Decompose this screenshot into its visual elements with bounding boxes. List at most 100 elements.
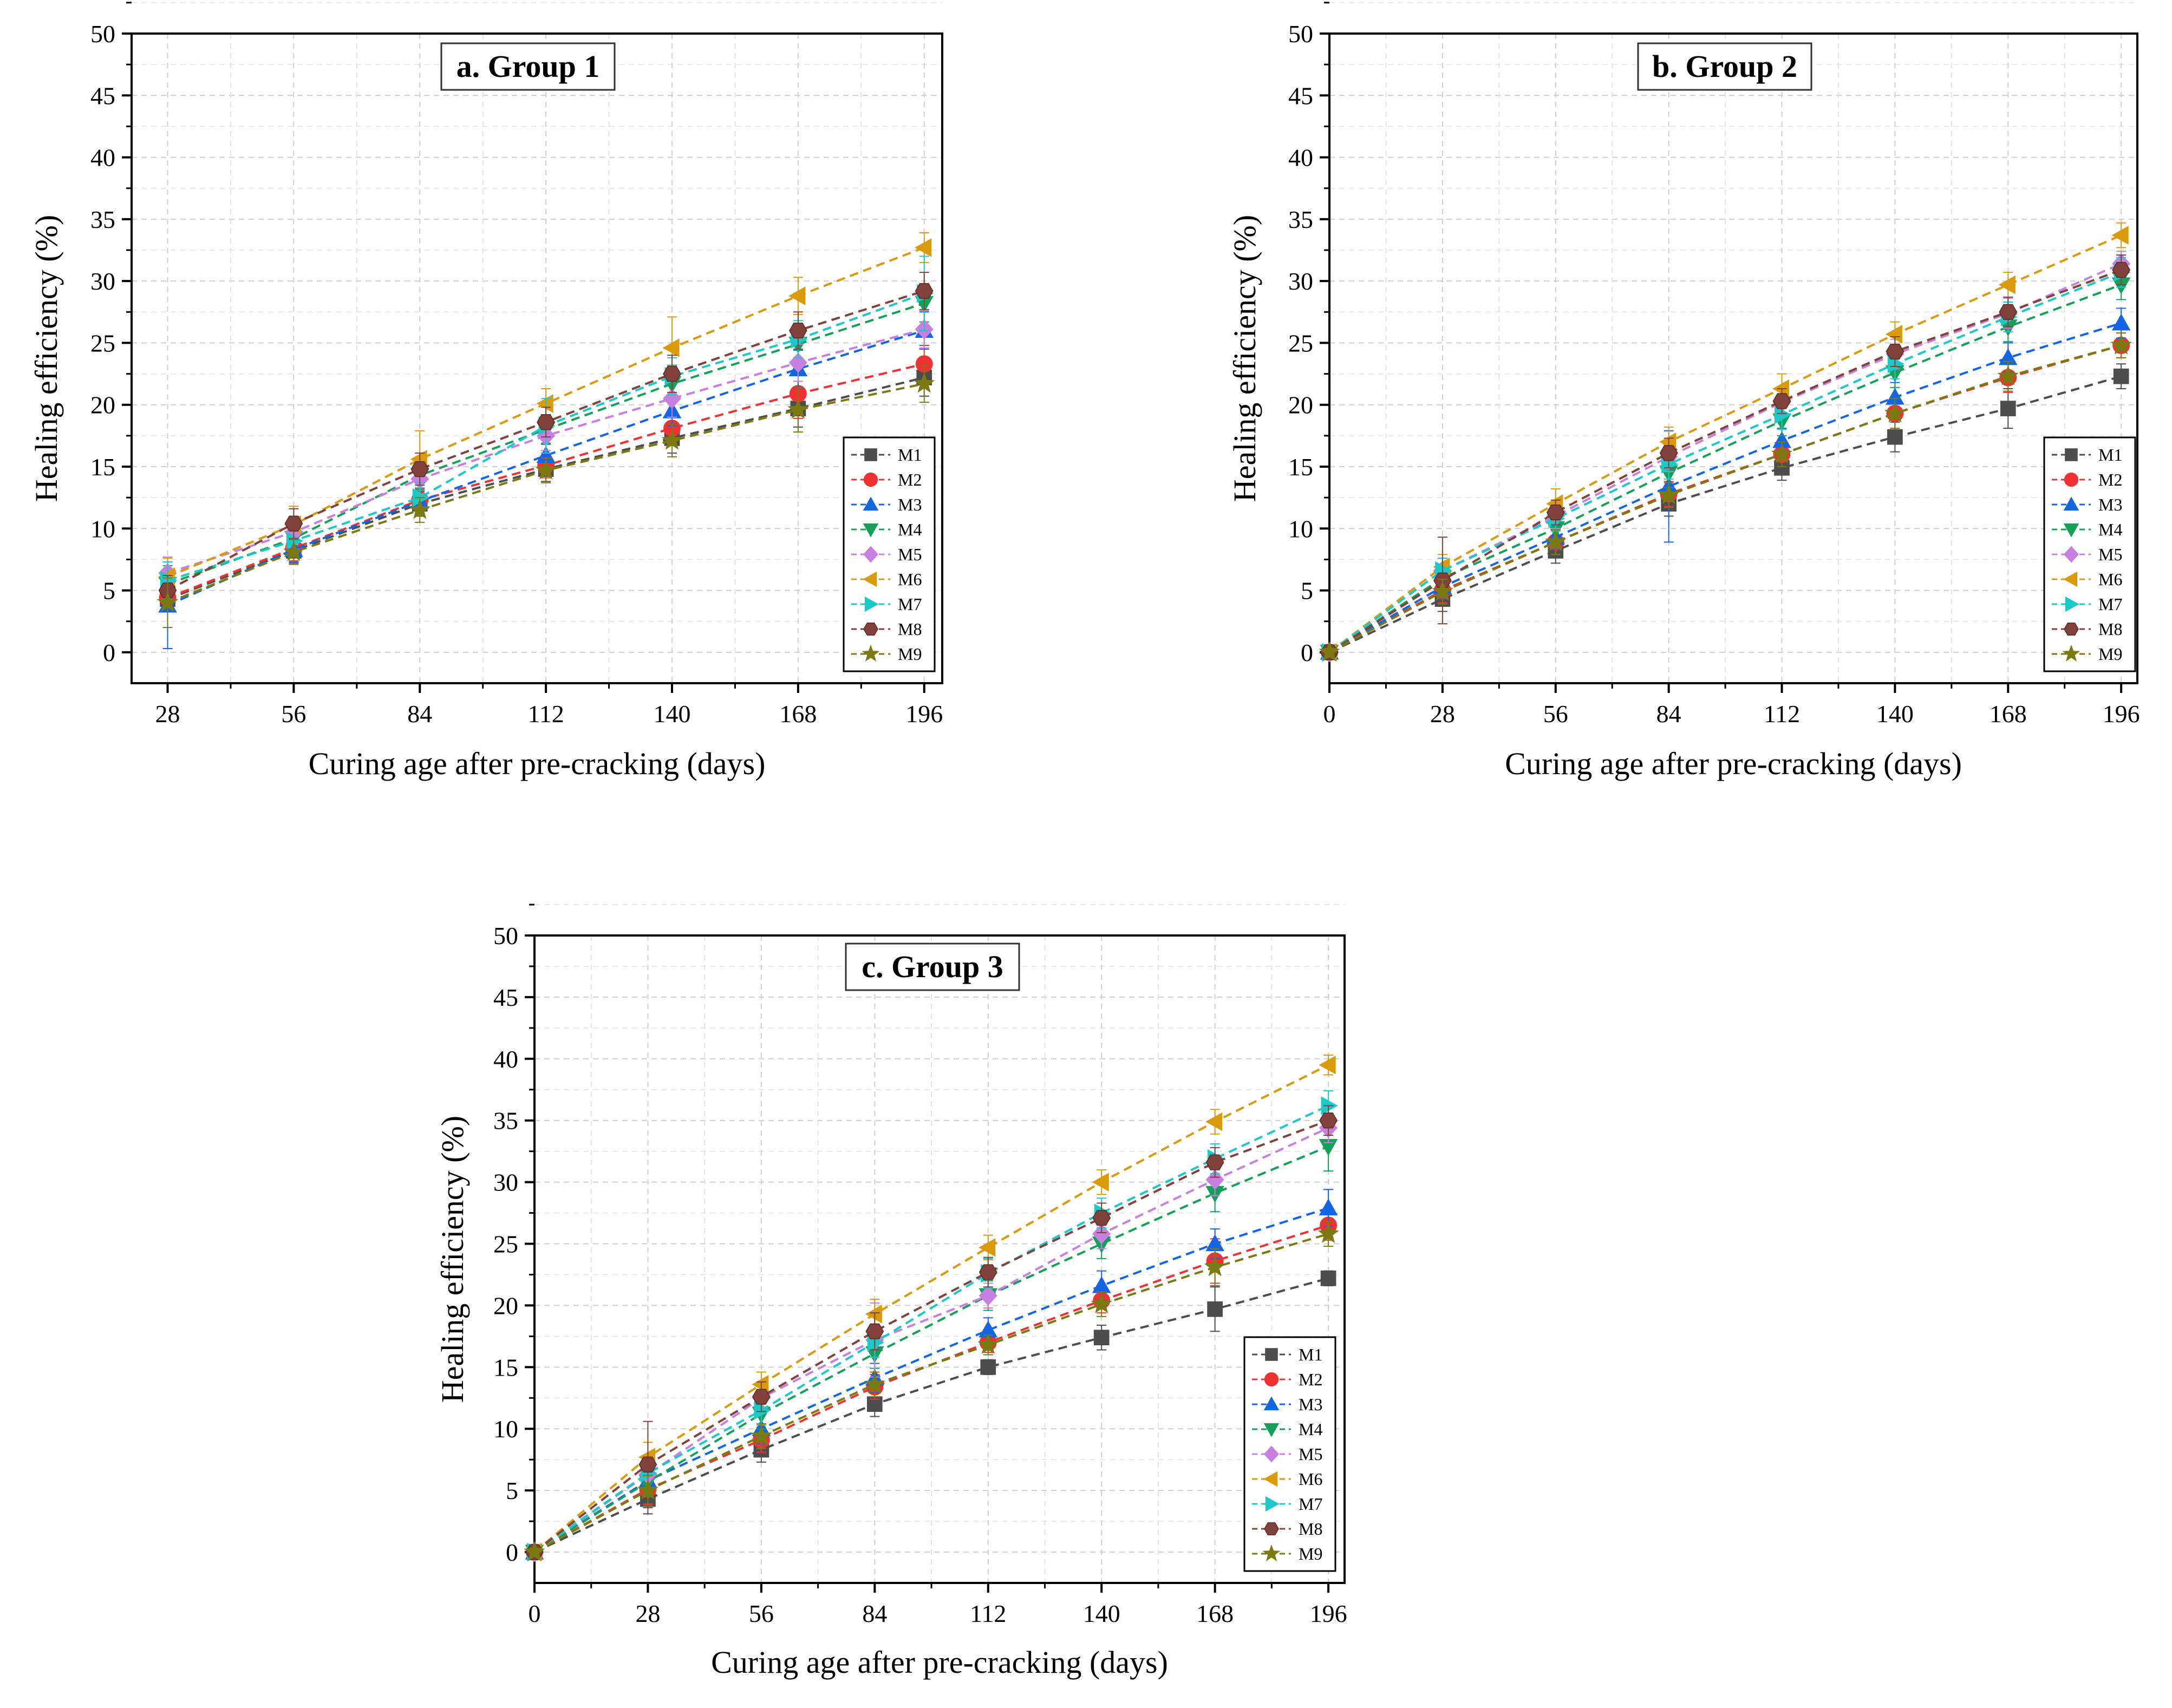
data-point bbox=[524, 1541, 545, 1561]
x-tick-label: 56 bbox=[1543, 700, 1568, 728]
x-tick-label: 112 bbox=[970, 1600, 1006, 1627]
series-line bbox=[1328, 271, 2122, 653]
legend-label: M4 bbox=[898, 520, 922, 539]
legend-label: M2 bbox=[1299, 1370, 1322, 1389]
data-point bbox=[1887, 429, 1903, 445]
legend: M1 M2 M3 M4 M5 M6 M7 M8 M9 bbox=[2043, 436, 2136, 672]
x-tick-label: 140 bbox=[654, 700, 691, 728]
data-point bbox=[865, 1323, 884, 1339]
legend-item: M4 bbox=[2052, 520, 2122, 539]
x-tick-label: 112 bbox=[1764, 700, 1800, 728]
axis-ticks: 0 5 10 15 20 25 30 35 40 45 50 0 28 56 84 112 140 168 196 bbox=[493, 904, 1347, 1627]
legend-marker bbox=[2065, 448, 2078, 461]
legend-marker bbox=[2063, 571, 2078, 587]
x-tick-label: 84 bbox=[1656, 700, 1681, 728]
data-point bbox=[1772, 393, 1791, 409]
legend-item: M7 bbox=[1252, 1494, 1322, 1514]
legend-marker bbox=[863, 571, 877, 587]
data-point bbox=[915, 283, 934, 299]
legend-marker bbox=[1262, 1544, 1281, 1561]
legend-label: M2 bbox=[898, 470, 922, 489]
legend-marker bbox=[2063, 496, 2079, 511]
data-point bbox=[2110, 334, 2132, 355]
data-point bbox=[788, 286, 806, 305]
y-tick-label: 35 bbox=[493, 1107, 518, 1135]
series-m8 bbox=[1320, 254, 2131, 660]
legend-item: M3 bbox=[2052, 495, 2122, 514]
data-point bbox=[2111, 313, 2131, 331]
series-line bbox=[534, 1277, 1329, 1553]
data-point bbox=[1886, 343, 1904, 360]
data-point bbox=[980, 1359, 996, 1375]
y-tick-label: 35 bbox=[90, 206, 115, 233]
data-point bbox=[2000, 401, 2016, 416]
plot-frame bbox=[1328, 32, 2138, 684]
data-point bbox=[2112, 261, 2131, 278]
legend-marker bbox=[2065, 596, 2079, 612]
data-point bbox=[979, 1238, 996, 1257]
grid bbox=[132, 2, 942, 683]
x-tick-label: 140 bbox=[1876, 700, 1914, 728]
data-point bbox=[662, 388, 682, 409]
legend-label: M6 bbox=[1299, 1469, 1322, 1489]
plot-frame bbox=[533, 934, 1346, 1584]
y-tick-label: 5 bbox=[506, 1477, 518, 1504]
chart-panel-group-1: 0 5 10 15 20 25 30 35 40 45 50 28 56 84 112 140 168 196 a… bbox=[29, 2, 943, 781]
legend-label: M4 bbox=[1299, 1419, 1322, 1439]
data-point bbox=[1319, 1113, 1338, 1129]
legend-item: M3 bbox=[1252, 1395, 1322, 1414]
x-axis-title: Curing age after pre-cracking (days) bbox=[309, 746, 766, 781]
data-point bbox=[1319, 641, 1340, 662]
data-point bbox=[1998, 275, 2016, 295]
legend-label: M9 bbox=[1299, 1544, 1322, 1563]
data-point bbox=[1659, 445, 1678, 461]
data-point bbox=[1658, 484, 1680, 505]
y-axis-title: Healing efficiency (%) bbox=[435, 1116, 470, 1403]
series-line bbox=[533, 1207, 1329, 1553]
data-point bbox=[638, 1456, 657, 1473]
y-tick-label: 15 bbox=[90, 453, 115, 481]
legend-item: M6 bbox=[1252, 1469, 1322, 1489]
legend-marker bbox=[863, 546, 879, 563]
data-point bbox=[663, 365, 681, 382]
legend-label: M5 bbox=[2098, 545, 2122, 564]
legend-item: M5 bbox=[1252, 1444, 1322, 1464]
legend-item: M4 bbox=[1252, 1419, 1322, 1439]
legend-label: M8 bbox=[1299, 1519, 1322, 1539]
legend-item: M9 bbox=[851, 644, 922, 664]
legend-marker bbox=[2062, 644, 2080, 662]
legend-marker bbox=[2064, 472, 2079, 487]
series-layer bbox=[1319, 222, 2132, 663]
data-point bbox=[637, 1479, 658, 1500]
legend-marker bbox=[1263, 1423, 1280, 1437]
legend-item: M9 bbox=[2052, 644, 2122, 664]
x-tick-label: 84 bbox=[407, 700, 432, 728]
x-tick-label: 168 bbox=[1196, 1600, 1234, 1627]
series-line bbox=[1328, 322, 2122, 653]
y-tick-label: 50 bbox=[1288, 20, 1313, 48]
data-point bbox=[1205, 1169, 1224, 1190]
y-tick-label: 20 bbox=[90, 391, 115, 419]
legend-label: M9 bbox=[898, 644, 922, 664]
data-point bbox=[1092, 1210, 1111, 1226]
legend-label: M6 bbox=[898, 570, 922, 589]
x-tick-label: 140 bbox=[1083, 1600, 1120, 1627]
legend-item: M7 bbox=[2052, 594, 2122, 614]
y-tick-label: 30 bbox=[90, 267, 115, 295]
x-tick-label: 56 bbox=[749, 1600, 774, 1627]
y-tick-label: 25 bbox=[493, 1231, 518, 1258]
legend-item: M1 bbox=[1252, 1345, 1322, 1364]
data-point bbox=[1887, 355, 1904, 374]
legend: M1 M2 M3 M4 M5 M6 M7 M8 M9 bbox=[1243, 1336, 1336, 1572]
legend-item: M2 bbox=[851, 470, 922, 489]
y-tick-label: 30 bbox=[1288, 267, 1313, 295]
data-point bbox=[1320, 1270, 1336, 1286]
panel-title: c. Group 3 bbox=[862, 949, 1003, 984]
legend-item: M3 bbox=[851, 495, 922, 514]
legend-marker bbox=[1265, 1496, 1280, 1512]
legend-label: M7 bbox=[1299, 1494, 1322, 1514]
data-point bbox=[1997, 365, 2019, 385]
data-point bbox=[1546, 504, 1565, 521]
series-line bbox=[534, 1233, 1329, 1553]
x-tick-label: 196 bbox=[1310, 1600, 1347, 1627]
